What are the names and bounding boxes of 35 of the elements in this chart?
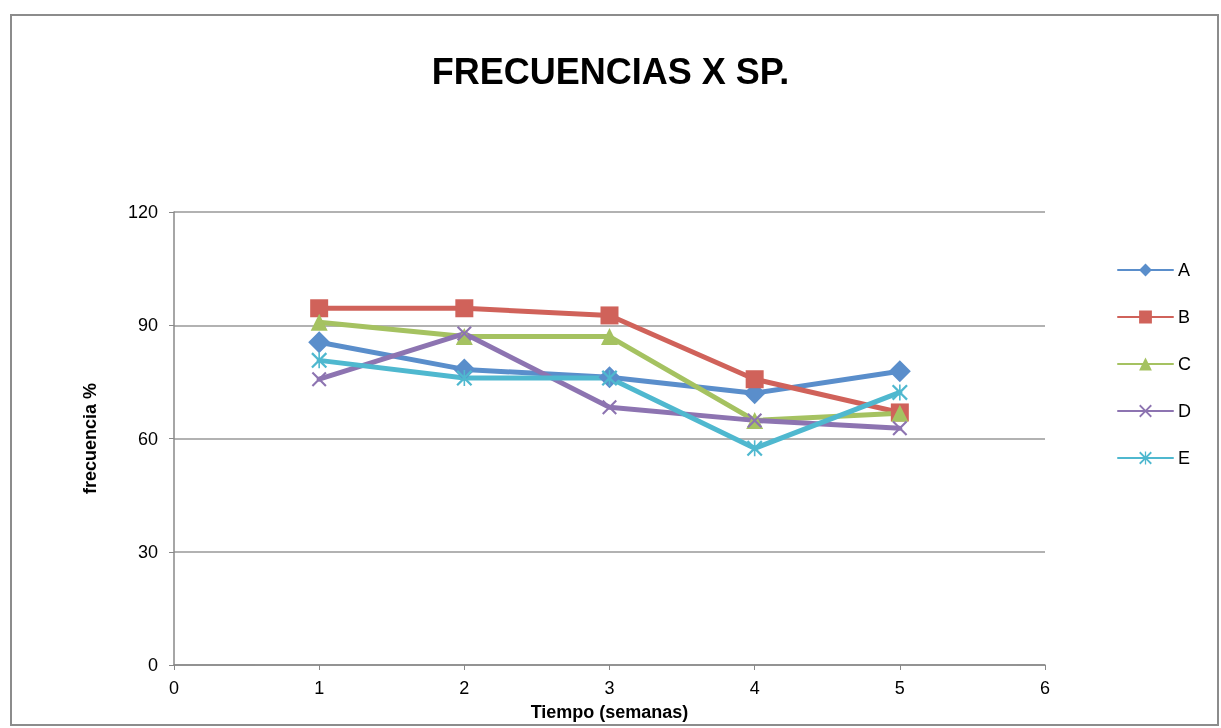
y-tick-label: 60 [137, 428, 158, 449]
y-tick-label: 120 [127, 202, 158, 222]
point [311, 371, 327, 387]
x-tick-label: 1 [314, 678, 325, 698]
point [892, 420, 908, 436]
point [455, 299, 474, 318]
point [311, 352, 328, 369]
legend-label: A [1178, 260, 1191, 280]
legend-label: C [1178, 354, 1191, 374]
point [600, 306, 619, 325]
legend-label: D [1178, 401, 1191, 421]
y-tick-label: 90 [137, 315, 158, 336]
point [456, 370, 473, 387]
legend-label: E [1178, 448, 1191, 468]
x-tick-label: 4 [749, 678, 760, 698]
legend-label: B [1178, 307, 1191, 327]
point [308, 331, 331, 354]
y-tick-label: 30 [137, 541, 158, 562]
x-tick-label: 5 [894, 678, 905, 698]
point [456, 326, 472, 342]
chart-title: FRECUENCIAS X SP. [431, 50, 790, 92]
x-tick-label: 0 [168, 678, 180, 698]
point [310, 313, 328, 331]
x-tick-label: 6 [1039, 678, 1051, 698]
point [601, 328, 618, 346]
x-tick-label: 3 [604, 678, 615, 698]
x-tick-label: 2 [459, 678, 470, 698]
point [745, 370, 764, 389]
y-axis-title: frecuencia % [80, 382, 100, 495]
y-tick-label: 0 [147, 655, 158, 675]
point [891, 384, 908, 401]
point [310, 299, 329, 318]
point [888, 360, 911, 383]
x-axis-title: Tiempo (semanas) [530, 702, 689, 722]
point [602, 399, 617, 415]
